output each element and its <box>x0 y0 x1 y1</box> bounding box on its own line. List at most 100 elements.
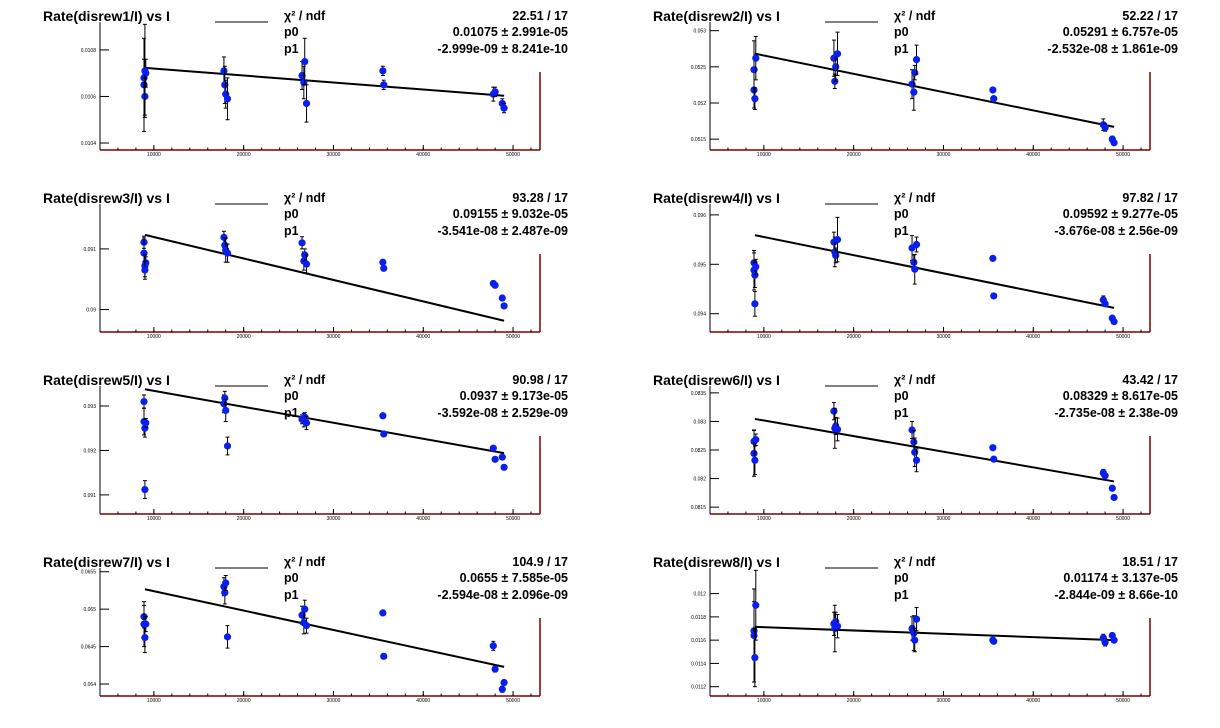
data-point <box>302 260 311 268</box>
stats-label: χ² / ndf <box>284 9 326 23</box>
data-point <box>750 449 758 458</box>
x-tick-label: 10000 <box>757 152 771 158</box>
stats-value: 0.0937 ± 9.173e-05 <box>460 389 568 403</box>
y-tick-label: 0.094 <box>693 312 706 318</box>
data-point <box>752 54 760 62</box>
data-point <box>750 631 758 640</box>
stats-value: 0.01075 ± 2.991e-05 <box>453 25 568 39</box>
stats-label: χ² / ndf <box>284 191 326 205</box>
stats-label: χ² / ndf <box>894 9 936 23</box>
x-tick-label: 10000 <box>757 698 771 704</box>
x-tick-label: 40000 <box>1026 516 1040 522</box>
data-point <box>500 463 508 471</box>
stats-label: p1 <box>284 588 299 602</box>
chart-panel: 10000 20000 30000 40000 50000 0.091 0.092 0.093… <box>43 372 568 522</box>
data-point <box>140 249 148 257</box>
y-tick-label: 0.091 <box>83 493 96 499</box>
data-point <box>912 240 921 249</box>
data-point <box>141 424 149 432</box>
data-point <box>379 609 387 617</box>
stats-label: p0 <box>894 207 909 221</box>
y-tick-label: 0.012 <box>693 592 706 598</box>
data-point <box>911 69 919 77</box>
data-point <box>1110 493 1118 502</box>
data-point <box>912 456 921 464</box>
stats-label: p0 <box>894 25 909 39</box>
y-tick-label: 0.0515 <box>691 137 707 143</box>
x-tick-label: 50000 <box>506 152 520 158</box>
chart-title: Rate(disrew5/I) vs I <box>43 372 170 388</box>
data-point <box>379 67 387 75</box>
data-point <box>1108 484 1116 492</box>
data-point <box>141 634 149 642</box>
data-point <box>1101 472 1109 480</box>
data-point <box>489 642 497 650</box>
x-tick-label: 50000 <box>506 334 520 340</box>
chart-panel: 10000 20000 30000 40000 50000 0.09 0.091 Rate(d… <box>43 190 568 340</box>
data-point <box>911 636 919 644</box>
x-tick-label: 30000 <box>327 334 341 340</box>
x-tick-label: 50000 <box>1116 152 1130 158</box>
data-point <box>498 685 506 693</box>
data-point <box>1101 300 1109 308</box>
y-tick-label: 0.064 <box>83 682 96 688</box>
data-point <box>491 88 499 96</box>
data-point <box>910 629 918 637</box>
data-point <box>1101 638 1109 647</box>
data-point <box>833 622 842 630</box>
x-tick-label: 40000 <box>1026 152 1040 158</box>
data-point <box>832 63 840 71</box>
x-tick-label: 40000 <box>1026 334 1040 340</box>
x-tick-label: 30000 <box>937 152 951 158</box>
data-point <box>141 67 149 75</box>
data-point <box>301 57 309 66</box>
data-point <box>222 406 230 415</box>
chart-title: Rate(disrew7/I) vs I <box>43 554 170 570</box>
stats-value: -2.532e-08 ± 1.861e-09 <box>1047 42 1178 56</box>
stats-value: 97.82 / 17 <box>1122 191 1178 205</box>
data-point <box>1101 123 1109 132</box>
y-tick-label: 0.0118 <box>691 615 706 621</box>
data-point <box>141 485 149 494</box>
stats-label: χ² / ndf <box>284 555 326 569</box>
y-tick-label: 0.0815 <box>691 505 707 511</box>
stats-label: p0 <box>284 207 299 221</box>
stats-label: p1 <box>284 42 299 56</box>
data-point <box>751 654 759 662</box>
stats-label: p1 <box>894 224 909 238</box>
chart-title: Rate(disrew6/I) vs I <box>653 372 780 388</box>
stats-value: 90.98 / 17 <box>512 373 568 387</box>
data-point <box>380 430 388 438</box>
stats-label: p0 <box>894 389 909 403</box>
stats-value: -2.844e-09 ± 8.66e-10 <box>1054 588 1178 602</box>
data-point <box>751 95 759 103</box>
stats-value: -2.735e-08 ± 2.38e-09 <box>1054 406 1178 420</box>
fit-line <box>144 66 505 97</box>
data-point <box>752 263 760 271</box>
chart-title: Rate(disrew1/I) vs I <box>43 8 170 24</box>
x-tick-label: 20000 <box>847 516 861 522</box>
data-point <box>832 251 840 259</box>
data-point <box>990 637 998 645</box>
stats-label: χ² / ndf <box>894 373 936 387</box>
data-point <box>141 266 149 274</box>
stats-value: -2.594e-08 ± 2.096e-09 <box>437 588 568 602</box>
chart-panel: 10000 20000 30000 40000 50000 0.0104 0.0106 0.0… <box>43 8 568 158</box>
stats-label: p1 <box>894 588 909 602</box>
stats-value: 0.05291 ± 6.757e-05 <box>1063 25 1178 39</box>
chart-title: Rate(disrew2/I) vs I <box>653 8 780 24</box>
data-point <box>300 78 308 87</box>
data-point <box>302 99 311 108</box>
data-point <box>220 233 228 241</box>
data-point <box>500 104 508 112</box>
stats-label: p0 <box>894 571 909 585</box>
chart-panel: 10000 20000 30000 40000 50000 0.0112 0.0114 0.0… <box>653 554 1178 704</box>
stats-label: χ² / ndf <box>894 555 936 569</box>
stats-value: -3.541e-08 ± 2.487e-09 <box>437 224 568 238</box>
data-point <box>220 67 228 75</box>
data-point <box>989 444 997 452</box>
data-point <box>908 80 916 88</box>
y-tick-label: 0.053 <box>693 29 706 35</box>
y-tick-label: 0.065 <box>83 607 96 613</box>
